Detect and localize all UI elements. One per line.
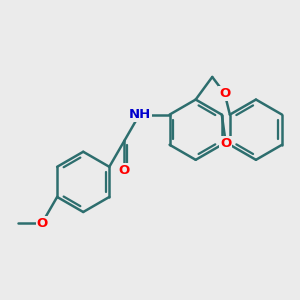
Text: O: O bbox=[219, 87, 230, 100]
Text: O: O bbox=[220, 137, 231, 150]
Text: NH: NH bbox=[128, 108, 151, 121]
Text: O: O bbox=[119, 164, 130, 177]
Text: O: O bbox=[36, 217, 48, 230]
